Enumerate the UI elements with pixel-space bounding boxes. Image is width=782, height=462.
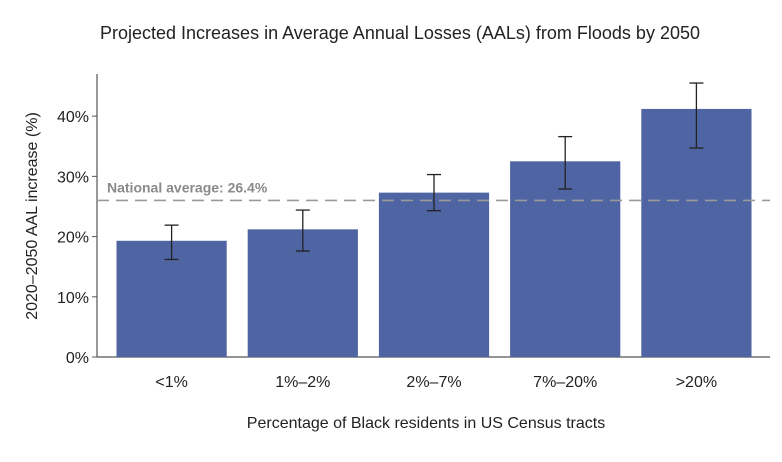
x-tick-label: 7%–20%	[533, 374, 597, 391]
chart-title: Projected Increases in Average Annual Lo…	[100, 23, 700, 43]
bar	[116, 240, 227, 357]
y-tick-label: 10%	[57, 290, 89, 307]
bar	[641, 108, 752, 357]
y-axis-label: 2020–2050 AAL increase (%)	[24, 112, 41, 320]
bars-group	[116, 108, 752, 357]
x-tick-label: 1%–2%	[275, 374, 330, 391]
x-tick-label: <1%	[155, 374, 187, 391]
bar	[510, 161, 621, 357]
error-bars-group	[164, 82, 704, 261]
national-average-label: National average: 26.4%	[107, 179, 268, 195]
bar	[378, 192, 490, 357]
y-tick-label: 0%	[66, 350, 89, 367]
x-tick-label: >20%	[676, 374, 717, 391]
y-tick-label: 20%	[57, 230, 89, 247]
y-tick-label: 30%	[57, 169, 89, 186]
y-tick-label: 40%	[57, 109, 89, 126]
x-tick-label: 2%–7%	[406, 374, 461, 391]
x-ticks-group: <1% 1%–2% 2%–7% 7%–20% >20%	[155, 374, 717, 391]
x-axis-label: Percentage of Black residents in US Cens…	[247, 415, 605, 432]
reference-line-group: National average: 26.4%	[97, 179, 770, 202]
plot-area: National average: 26.4% 0% 10% 20% 30% 40% <…	[57, 74, 770, 391]
y-ticks-group: 0% 10% 20% 30% 40%	[57, 109, 97, 367]
